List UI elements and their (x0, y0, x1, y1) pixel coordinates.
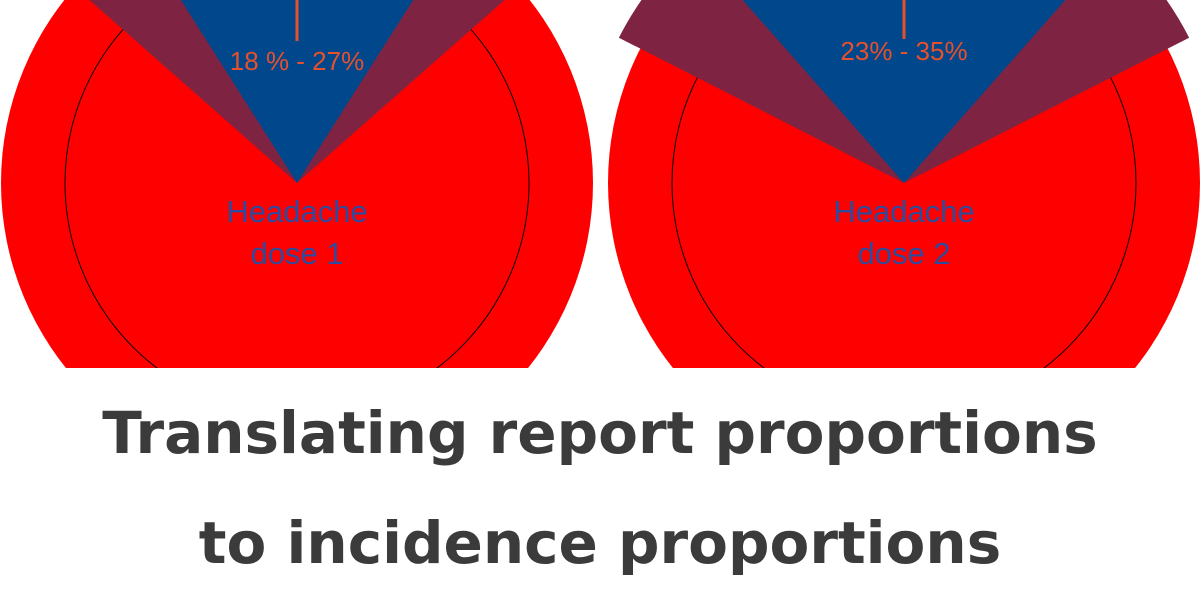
page-title: Translating report proportions to incide… (0, 378, 1200, 590)
charts-area: 18 % - 27% Headache dose 1 23% - 35% Headach… (1, 0, 1200, 368)
chart-name-1-line-2: dose 1 (250, 236, 343, 271)
title-line-1: Translating report proportions (102, 399, 1098, 467)
range-label-1: 18 % - 27% (230, 46, 364, 76)
range-label-2: 23% - 35% (840, 36, 967, 66)
chart-name-2-line-2: dose 2 (857, 236, 950, 271)
chart-name-1-line-1: Headache (226, 194, 367, 229)
chart-name-2-line-1: Headache (833, 194, 974, 229)
range-low-slice-1 (180, 0, 414, 183)
pie-charts-svg: 18 % - 27% Headache dose 1 23% - 35% Headach… (1, 0, 1200, 368)
title-line-2: to incidence proportions (198, 509, 1002, 577)
range-low-slice-2 (742, 0, 1066, 183)
inner-circle-1 (64, 0, 530, 368)
